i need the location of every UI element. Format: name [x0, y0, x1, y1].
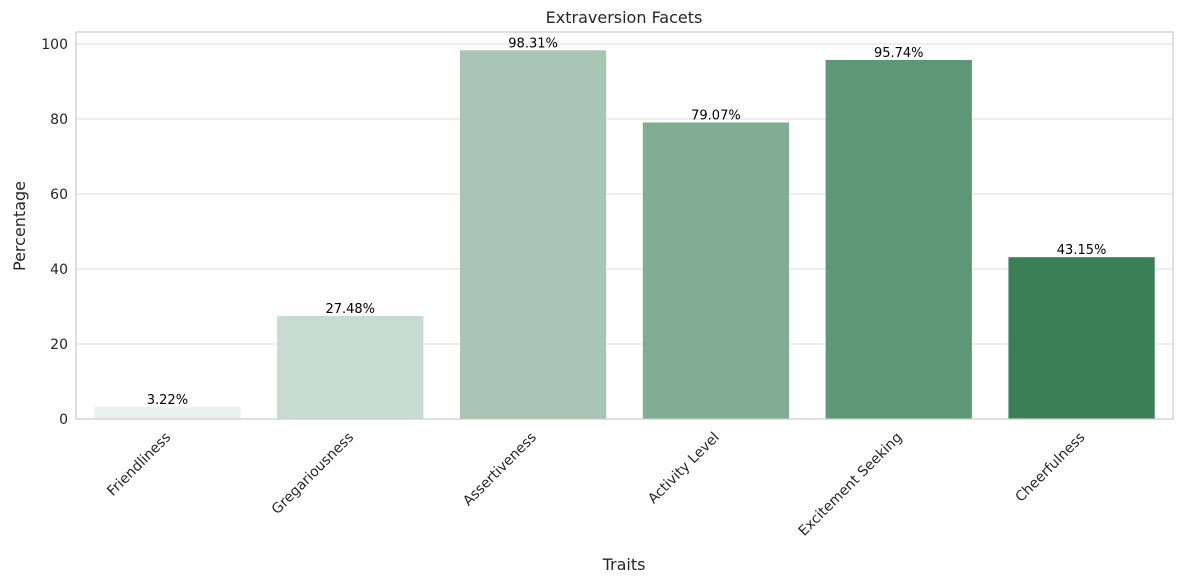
bar-3 — [642, 122, 790, 420]
data-label-3: 79.07% — [691, 108, 741, 123]
x-tick-label: Friendliness — [104, 430, 174, 500]
data-label-2: 98.31% — [508, 36, 558, 51]
x-tick-label: Cheerfulness — [1012, 430, 1088, 506]
y-tick-label: 20 — [50, 337, 68, 353]
x-tick-label: Assertiveness — [460, 430, 540, 510]
data-label-0: 3.22% — [147, 393, 188, 408]
bar-2 — [459, 50, 607, 420]
data-label-1: 27.48% — [325, 302, 375, 317]
bar-5 — [1008, 257, 1155, 419]
plot-frame — [75, 31, 1174, 420]
y-ticks: 0 20 40 60 80 100 — [41, 37, 68, 428]
x-tick-label: Excitement Seeking — [796, 430, 906, 540]
x-tick-label: Gregariousness — [269, 430, 357, 518]
y-tick-label: 100 — [41, 37, 68, 53]
bars — [94, 50, 1155, 420]
x-ticks: Friendliness Gregariousness Assertiveness A… — [104, 430, 1088, 540]
y-tick-label: 40 — [50, 262, 68, 278]
y-axis-label: Percentage — [10, 181, 29, 271]
data-label-4: 95.74% — [874, 46, 924, 61]
y-tick-label: 0 — [59, 412, 68, 428]
x-axis-label: Traits — [602, 555, 646, 574]
bar-1 — [277, 315, 424, 419]
x-tick-label: Activity Level — [645, 430, 723, 508]
chart-title: Extraversion Facets — [546, 8, 703, 27]
y-tick-label: 60 — [50, 187, 68, 203]
bar-4 — [825, 59, 972, 419]
y-tick-label: 80 — [50, 112, 68, 128]
data-label-5: 43.15% — [1057, 243, 1107, 258]
bar-0 — [94, 406, 241, 419]
data-labels: 3.22% 27.48% 98.31% 79.07% 95.74% 43.15% — [147, 36, 1107, 408]
